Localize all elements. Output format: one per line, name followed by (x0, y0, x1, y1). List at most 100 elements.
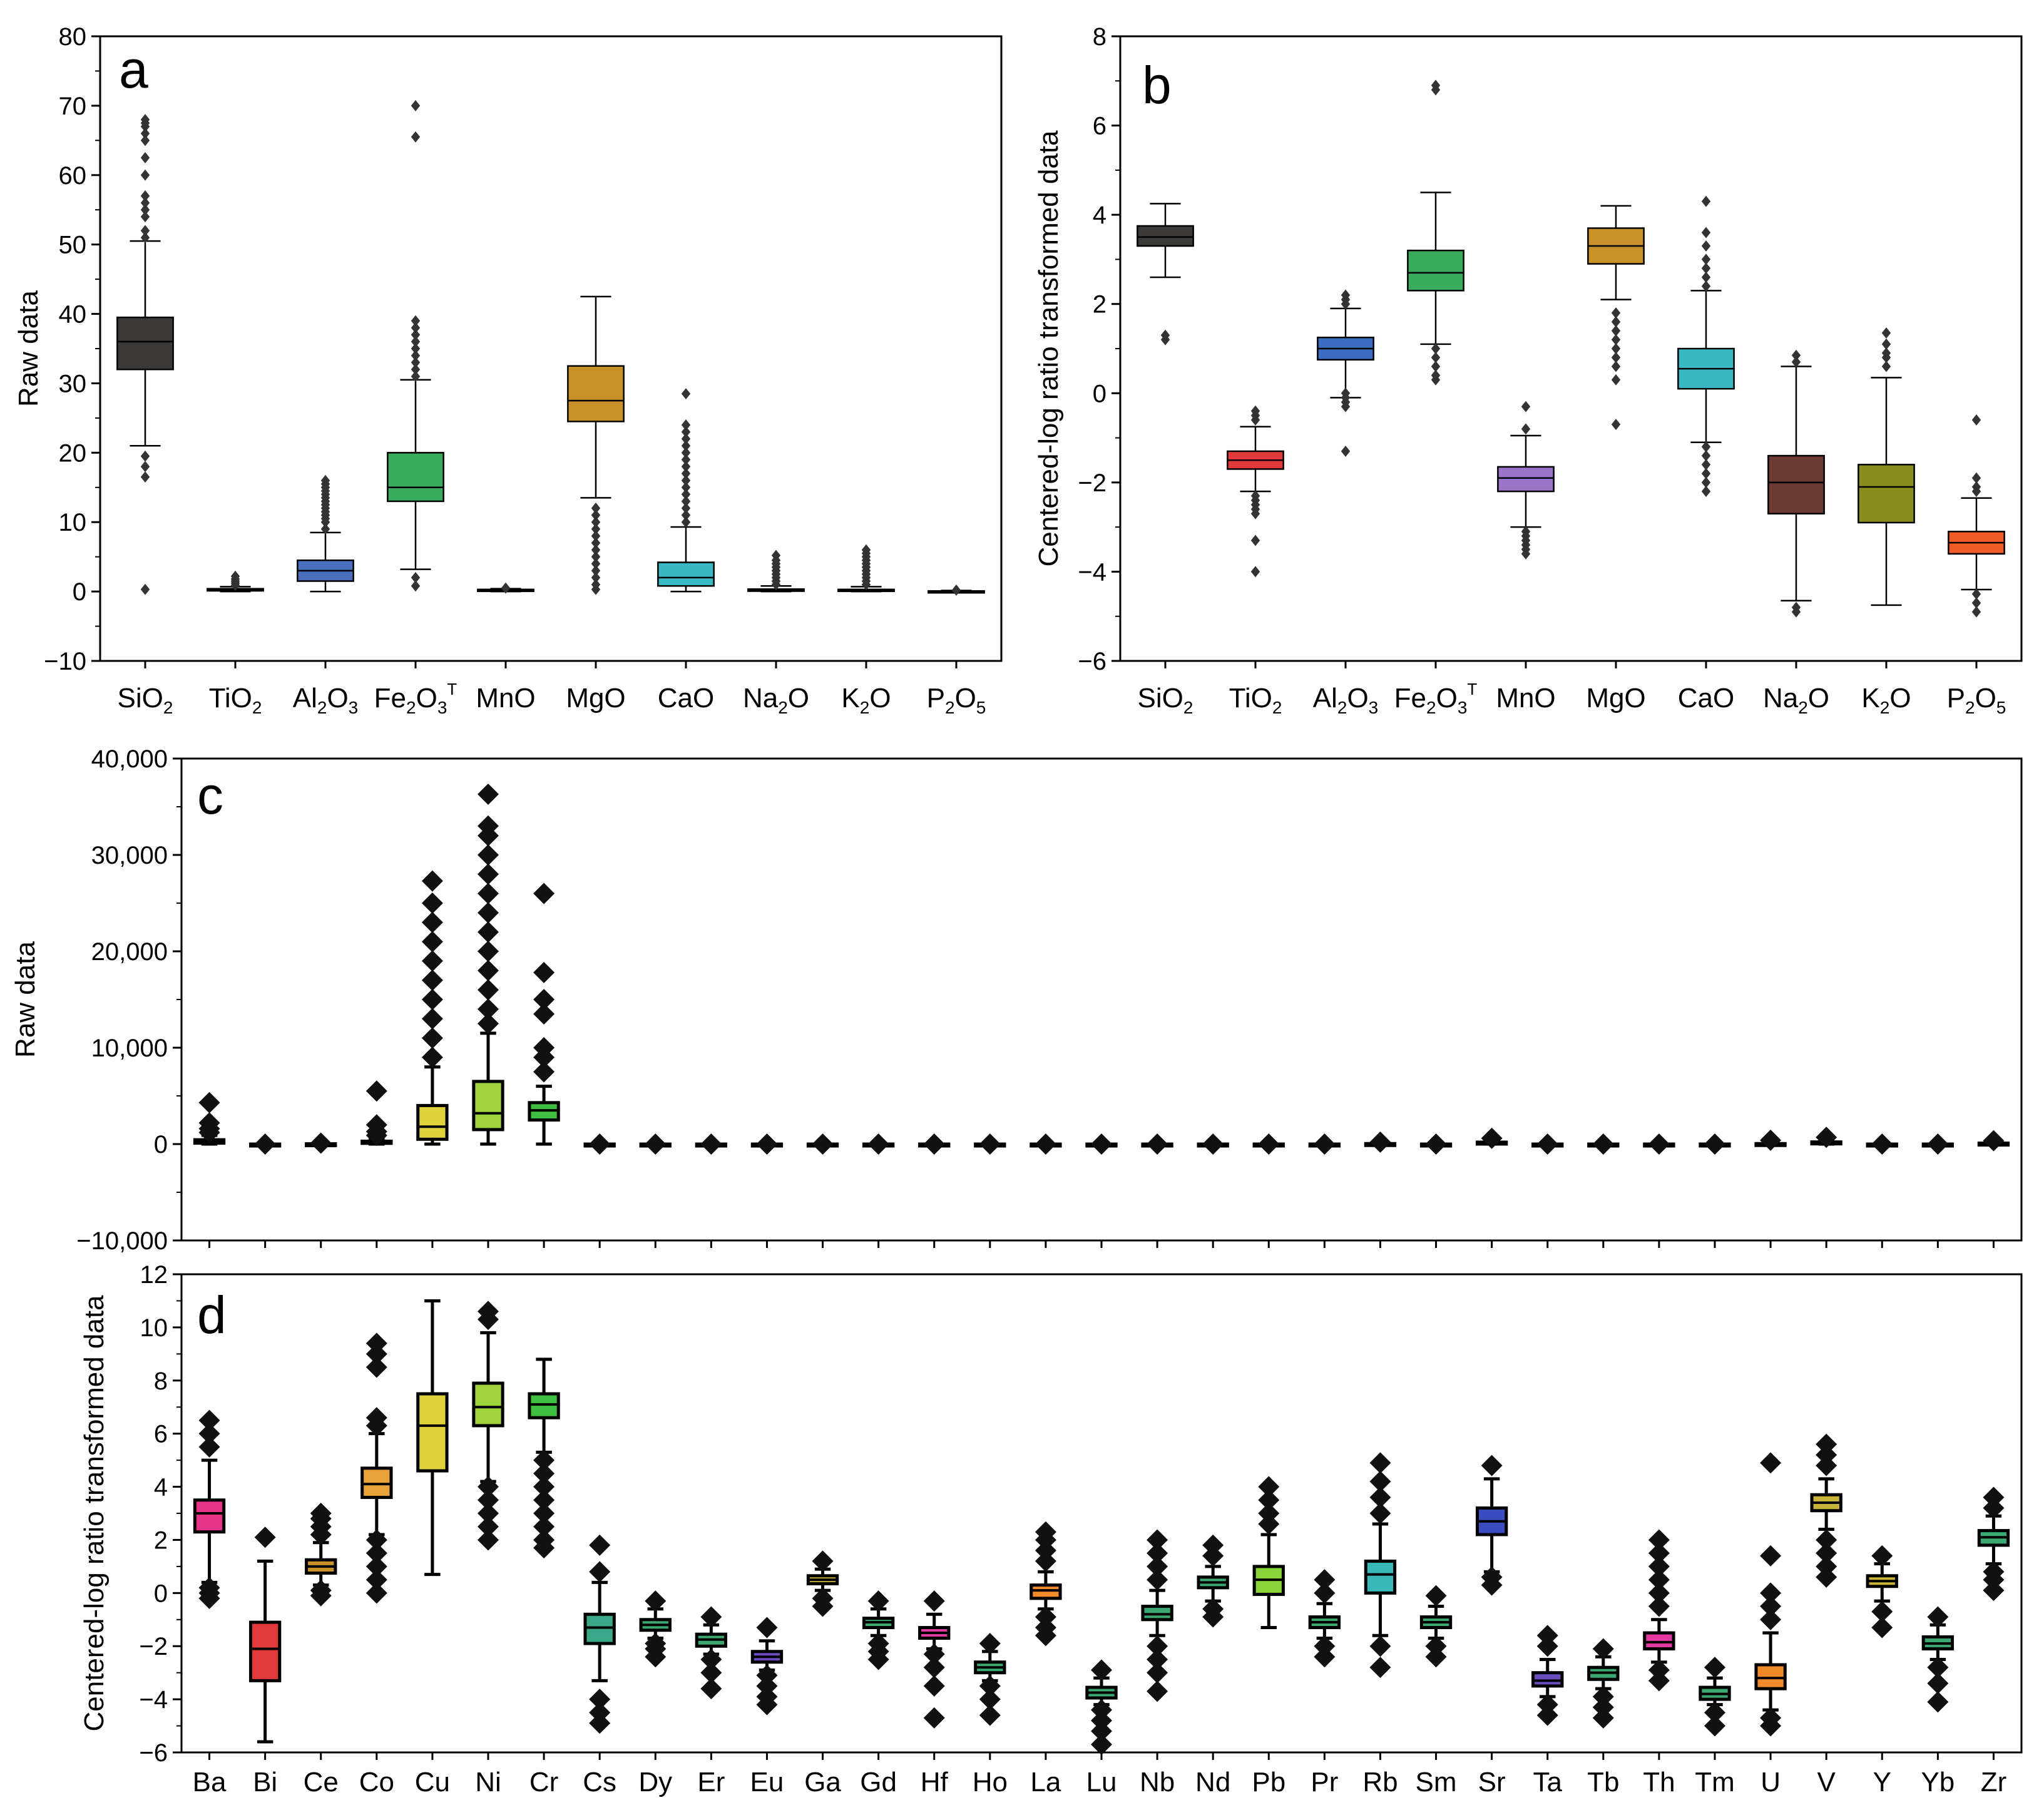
outlier-point (421, 969, 443, 991)
outlier-point (591, 503, 601, 514)
outlier-point (1425, 1646, 1447, 1668)
box-MgO (567, 295, 625, 668)
label-part: CaO (658, 683, 714, 713)
box-Ni (472, 783, 504, 1248)
box-Cs (583, 1534, 616, 1760)
label-part: 2 (1337, 698, 1347, 717)
outlier-point (1250, 508, 1260, 519)
outlier-point (1147, 1649, 1168, 1670)
outlier-point (681, 388, 691, 400)
outlier-point (1611, 352, 1621, 364)
outlier-point (591, 579, 601, 591)
outlier-point (1431, 343, 1441, 354)
x-tick-label: Nd (1195, 1767, 1230, 1797)
x-tick-label: Zr (1981, 1767, 2007, 1797)
x-tick-label: SiO2 (1138, 683, 1193, 717)
outlier-point (923, 1657, 945, 1679)
y-tick-label: −10,000 (76, 1227, 168, 1255)
outlier-point (411, 100, 421, 111)
outlier-point (411, 343, 421, 354)
y-axis-title: Raw data (13, 290, 44, 407)
outlier-point (140, 471, 150, 483)
box-Fe2O3T (387, 100, 444, 668)
outlier-point (478, 941, 499, 962)
outlier-point (1791, 606, 1801, 618)
box-iqr (1643, 1631, 1675, 1650)
outlier-point (923, 1707, 945, 1729)
box-Ba (193, 1092, 226, 1248)
outlier-point (1881, 360, 1891, 372)
outlier-point (681, 516, 691, 528)
label-part: 2 (163, 698, 173, 717)
outlier-point (1147, 1542, 1168, 1564)
label-part: O (1889, 683, 1911, 713)
outlier-point (140, 128, 150, 140)
label-part: TiO (209, 683, 252, 713)
label-part: MnO (476, 683, 535, 713)
label-part: O (788, 683, 809, 713)
outlier-point (771, 550, 781, 561)
outlier-point (681, 433, 691, 445)
label-part: 2 (1426, 698, 1436, 717)
outlier-point (1147, 1569, 1168, 1591)
box-iqr (1030, 1583, 1062, 1600)
outlier-point (1536, 1133, 1558, 1155)
y-tick-label: 40,000 (91, 745, 168, 773)
outlier-point (1481, 1127, 1503, 1149)
box-iqr (567, 365, 625, 422)
outlier-point (589, 1133, 611, 1155)
box-La (1030, 1133, 1062, 1248)
x-tick-label: Ga (804, 1767, 841, 1797)
outlier-point (411, 357, 421, 369)
outlier-point (1369, 1452, 1391, 1474)
box-U (1754, 1452, 1787, 1760)
label-part: CaO (1678, 683, 1734, 713)
y-axis-title: Raw data (10, 941, 41, 1058)
outlier-point (1701, 476, 1711, 488)
x-tick-label: MgO (566, 683, 625, 713)
outlier-point (591, 516, 601, 528)
y-tick-label: −4 (1078, 558, 1106, 586)
outlier-point (421, 911, 443, 933)
outlier-point (591, 530, 601, 542)
label-part: 2 (945, 698, 955, 717)
outlier-point (700, 1133, 722, 1155)
y-tick-label: 2 (1093, 291, 1106, 319)
outlier-point (1091, 1721, 1112, 1742)
outlier-point (1983, 1486, 2005, 1508)
outlier-point (591, 565, 601, 576)
box-Hf (918, 1590, 951, 1760)
box-Gd (862, 1590, 895, 1760)
outlier-point (1881, 347, 1891, 359)
outlier-point (478, 783, 499, 805)
outlier-point (478, 863, 499, 885)
x-tick-label: TiO2 (1229, 683, 1282, 717)
outlier-point (140, 190, 150, 202)
outlier-point (681, 447, 691, 459)
outlier-point (478, 1529, 499, 1551)
box-iqr (1857, 464, 1915, 524)
outlier-point (812, 1133, 834, 1155)
outlier-point (1760, 1608, 1782, 1630)
box-Cr (528, 882, 560, 1248)
outlier-point (501, 582, 511, 594)
outlier-point (1341, 445, 1351, 457)
outlier-point (1816, 1127, 1837, 1148)
x-tick-label: Sr (1478, 1767, 1506, 1797)
outlier-point (533, 1516, 555, 1538)
label-part: 5 (1996, 698, 2006, 717)
outlier-point (533, 882, 555, 904)
outlier-point (591, 551, 601, 563)
outlier-point (478, 921, 499, 943)
outlier-point (1314, 1569, 1336, 1591)
label-part: Al (1313, 683, 1337, 713)
x-tick-label: Ce (304, 1767, 339, 1797)
box-Ce (305, 1132, 337, 1248)
y-tick-label: 0 (154, 1580, 168, 1607)
outlier-point (1202, 1534, 1224, 1556)
outlier-point (421, 1027, 443, 1049)
outlier-point (700, 1649, 722, 1670)
outlier-point (1091, 1659, 1112, 1681)
outlier-point (1431, 360, 1441, 372)
outlier-point (478, 979, 499, 1001)
